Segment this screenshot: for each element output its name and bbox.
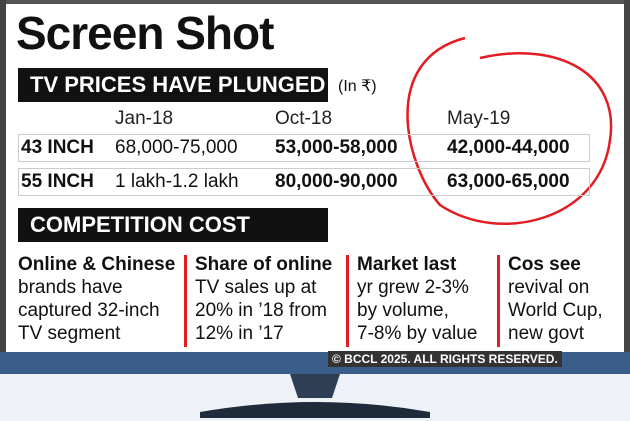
table-row [18,168,590,196]
column-line: revival on [508,277,590,298]
column-heading: Share of online [195,254,333,275]
table-row [18,134,590,162]
price: 63,000-65,000 [447,171,570,192]
column: Cos see revival on World Cup, new govt [508,253,603,345]
tv-neck [290,374,340,398]
column-line: 12% in ’17 [195,323,284,344]
column-heading: Market last [357,254,457,275]
separator [497,255,500,347]
column-line: new govt [508,323,585,344]
column-line: 7-8% by value [357,323,478,344]
tv-stand [200,402,430,418]
column-line: captured 32-inch [18,300,160,321]
separator [184,255,187,347]
column-header: Jan-18 [115,108,174,129]
price: 53,000-58,000 [275,137,398,158]
column-line: World Cup, [508,300,603,321]
red-circle [406,36,613,226]
column-line: yr grew 2-3% [357,277,469,298]
column-line: TV sales up at [195,277,317,298]
row-label: 55 INCH [21,171,94,192]
tv-top-edge [0,0,630,4]
banner: COMPETITION COST [18,208,328,242]
column-line: TV segment [18,323,121,344]
copyright: © BCCL 2025. ALL RIGHTS RESERVED. [328,351,562,367]
column-line: 20% in ’18 from [195,300,328,321]
column: Online & Chinese brands have captured 32… [18,253,175,345]
title: Screen Shot [16,7,274,59]
column-line: brands have [18,277,123,298]
banner: TV PRICES HAVE PLUNGED [18,68,328,102]
column: Share of online TV sales up at 20% in ’1… [195,253,332,345]
column-heading: Online & Chinese [18,254,176,275]
row-label: 43 INCH [21,137,94,158]
separator [346,255,349,347]
tv-left-edge [0,0,6,360]
price: 68,000-75,000 [115,137,238,158]
tv-right-edge [624,0,630,360]
unit-note: (In ₹) [338,78,377,95]
price: 1 lakh-1.2 lakh [115,171,239,192]
column-header: May-19 [447,108,511,129]
column-header: Oct-18 [275,108,333,129]
column: Market last yr grew 2-3% by volume, 7-8%… [357,253,477,345]
price: 80,000-90,000 [275,171,398,192]
price: 42,000-44,000 [447,137,570,158]
column-line: by volume, [357,300,449,321]
column-heading: Cos see [508,254,581,275]
